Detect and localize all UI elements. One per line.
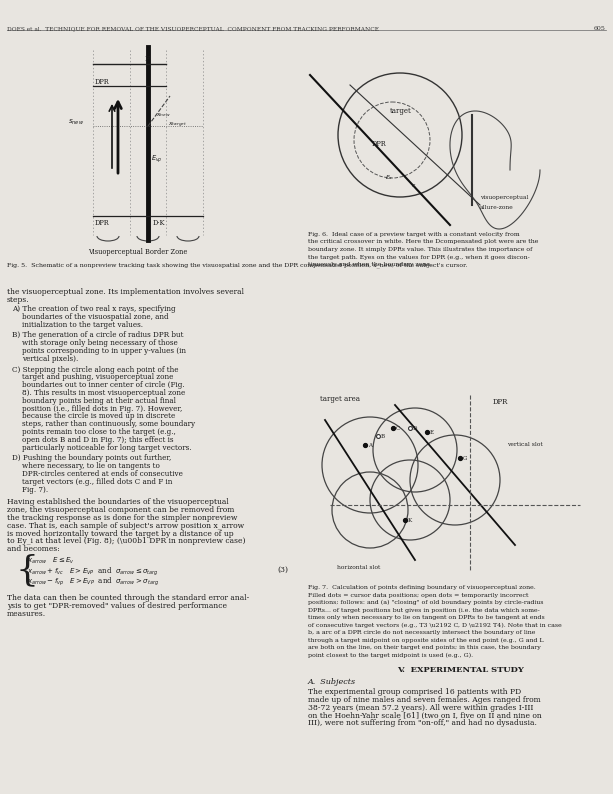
Text: A) The creation of two real x rays, specifying: A) The creation of two real x rays, spec…	[12, 305, 176, 313]
Text: DPR: DPR	[95, 219, 110, 227]
Text: (3): (3)	[277, 566, 288, 574]
Text: allure-zone: allure-zone	[480, 205, 514, 210]
Text: are both on the line, on their target end points; in this case, the boundary: are both on the line, on their target en…	[308, 645, 541, 650]
Text: target vectors (e.g., filled dots C and F in: target vectors (e.g., filled dots C and …	[22, 478, 172, 486]
Text: the critical crossover in white. Here the Dcompensated plot were are the: the critical crossover in white. Here th…	[308, 240, 538, 245]
Text: $x_{arrow} + f_{vc}$   $E > E_{VP}$  and  $\sigma_{arrow} \leq \sigma_{targ}$: $x_{arrow} + f_{vc}$ $E > E_{VP}$ and $\…	[27, 566, 159, 579]
Text: case. That is, each sample of subject's arrow position x_arrow: case. That is, each sample of subject's …	[7, 522, 244, 530]
Text: B: B	[381, 434, 385, 439]
Text: DOES et al.  TECHNIQUE FOR REMOVAL OF THE VISUOPERCEPTUAL  COMPONENT FROM TRACKI: DOES et al. TECHNIQUE FOR REMOVAL OF THE…	[7, 26, 379, 31]
Text: C: C	[396, 426, 400, 431]
Text: x: x	[412, 183, 416, 188]
Text: V.  EXPERIMENTAL STUDY: V. EXPERIMENTAL STUDY	[397, 666, 524, 674]
Text: target and pushing, visuoperceptual zone: target and pushing, visuoperceptual zone	[22, 373, 173, 381]
Text: A.  Subjects: A. Subjects	[308, 678, 356, 686]
Text: is moved horizontally toward the target by a distance of up: is moved horizontally toward the target …	[7, 530, 234, 538]
Text: tinuously and when the boundary zone.: tinuously and when the boundary zone.	[308, 262, 432, 267]
Text: $E_{vp}$: $E_{vp}$	[151, 154, 162, 165]
Text: B) The generation of a circle of radius DPR but: B) The generation of a circle of radius …	[12, 331, 183, 339]
Text: ysis to get "DPR-removed" values of desired performance: ysis to get "DPR-removed" values of desi…	[7, 602, 227, 610]
Text: point closest to the target midpoint is used (e.g., G).: point closest to the target midpoint is …	[308, 653, 473, 657]
Text: K: K	[408, 518, 413, 523]
Text: where necessary, to lie on tangents to: where necessary, to lie on tangents to	[22, 462, 160, 470]
Text: positions; follows: and (a) "closing" of old boundary points by circle-radius: positions; follows: and (a) "closing" of…	[308, 600, 544, 605]
Text: A: A	[368, 443, 372, 448]
Text: position (i.e., filled dots in Fig. 7). However,: position (i.e., filled dots in Fig. 7). …	[22, 405, 182, 413]
Text: points corresponding to in upper y-values (in: points corresponding to in upper y-value…	[22, 347, 186, 355]
Text: zone, the visuoperceptual component can be removed from: zone, the visuoperceptual component can …	[7, 507, 234, 515]
Text: The data can then be counted through the standard error anal-: The data can then be counted through the…	[7, 594, 249, 602]
Text: steps.: steps.	[7, 296, 29, 304]
Text: the visuoperceptual zone. Its implementation involves several: the visuoperceptual zone. Its implementa…	[7, 288, 244, 296]
Text: Having established the boundaries of the visuoperceptual: Having established the boundaries of the…	[7, 499, 229, 507]
Text: horizontal slot: horizontal slot	[337, 565, 381, 570]
Text: D: D	[413, 426, 417, 431]
Text: 8). This results in most visuoperceptual zone: 8). This results in most visuoperceptual…	[22, 389, 185, 397]
Text: $s_{new}$: $s_{new}$	[68, 118, 84, 127]
Text: made up of nine males and seven females. Ages ranged from: made up of nine males and seven females.…	[308, 696, 541, 703]
Text: D) Pushing the boundary points out further,: D) Pushing the boundary points out furth…	[12, 454, 171, 462]
Text: vertical pixels).: vertical pixels).	[22, 355, 78, 363]
Text: with storage only being necessary of those: with storage only being necessary of tho…	[22, 339, 178, 347]
Text: target: target	[390, 107, 412, 115]
Text: E: E	[430, 430, 434, 435]
Text: C) Stepping the circle along each point of the: C) Stepping the circle along each point …	[12, 365, 178, 374]
Text: The experimental group comprised 16 patients with PD: The experimental group comprised 16 pati…	[308, 688, 521, 696]
Text: steps, rather than continuously, some boundary: steps, rather than continuously, some bo…	[22, 420, 195, 428]
Text: DPR: DPR	[493, 398, 508, 406]
Text: open dots B and D in Fig. 7); this effect is: open dots B and D in Fig. 7); this effec…	[22, 436, 173, 444]
Text: III), were not suffering from "on-off," and had no dysadusia.: III), were not suffering from "on-off," …	[308, 719, 537, 727]
Text: through a target midpoint on opposite sides of the end point (e.g., G and L: through a target midpoint on opposite si…	[308, 638, 544, 643]
Text: boundary points being at their actual final: boundary points being at their actual fi…	[22, 397, 176, 405]
Text: b, a arc of a DPR circle do not necessarily intersect the boundary of line: b, a arc of a DPR circle do not necessar…	[308, 630, 535, 635]
Text: DPR: DPR	[95, 78, 110, 86]
Text: $x_{arrow} - f_{vp}$   $E > E_{VP}$  and  $\sigma_{arrow} > \sigma_{targ}$: $x_{arrow} - f_{vp}$ $E > E_{VP}$ and $\…	[27, 576, 159, 588]
Text: Visuoperceptual Border Zone: Visuoperceptual Border Zone	[88, 248, 188, 256]
Text: $x_{target}$: $x_{target}$	[168, 121, 188, 130]
Text: $E_x$: $E_x$	[385, 173, 394, 182]
Text: initialization to the target values.: initialization to the target values.	[22, 321, 143, 329]
Text: the target path. Eyes on the values for DPR (e.g., when it goes discon-: the target path. Eyes on the values for …	[308, 255, 530, 260]
Text: G: G	[463, 456, 467, 461]
Text: $x_{new}$: $x_{new}$	[156, 111, 171, 119]
Text: boundaries out to inner center of circle (Fig.: boundaries out to inner center of circle…	[22, 381, 185, 389]
Text: on the Hoehn-Yahr scale [61] (two on I, five on II and nine on: on the Hoehn-Yahr scale [61] (two on I, …	[308, 711, 542, 719]
Text: because the circle is moved up in discrete: because the circle is moved up in discre…	[22, 412, 175, 420]
Text: Fig. 6.  Ideal case of a preview target with a constant velocity from: Fig. 6. Ideal case of a preview target w…	[308, 232, 520, 237]
Text: F: F	[145, 55, 150, 63]
Text: DPR: DPR	[372, 140, 387, 148]
Text: 38-72 years (mean 57.2 years). All were within grades I-III: 38-72 years (mean 57.2 years). All were …	[308, 703, 533, 711]
Text: D·K: D·K	[153, 219, 166, 227]
Text: boundaries of the visuospatial zone, and: boundaries of the visuospatial zone, and	[22, 313, 169, 321]
Text: Fig. 5.  Schematic of a nonpreview tracking task showing the visuospatial zone a: Fig. 5. Schematic of a nonpreview tracki…	[7, 262, 467, 268]
Text: Fig. 7).: Fig. 7).	[22, 486, 48, 494]
Text: of consecutive target vectors (e.g., T3 \u2192 C, D \u2192 T4). Note that in cas: of consecutive target vectors (e.g., T3 …	[308, 622, 562, 628]
Text: points remain too close to the target (e.g.,: points remain too close to the target (e…	[22, 428, 176, 436]
Text: visuoperceptual: visuoperceptual	[480, 195, 528, 200]
Text: vertical slot: vertical slot	[507, 442, 543, 447]
Text: Fig. 7.  Calculation of points defining boundary of visuoperceptual zone.: Fig. 7. Calculation of points defining b…	[308, 585, 536, 590]
Text: and becomes:: and becomes:	[7, 545, 60, 553]
Text: measures.: measures.	[7, 610, 46, 618]
Text: times only when necessary to lie on tangent on DPRs to be tangent at ends: times only when necessary to lie on tang…	[308, 615, 545, 620]
Text: particularly noticeable for long target vectors.: particularly noticeable for long target …	[22, 444, 191, 452]
Text: target area: target area	[320, 395, 360, 403]
Text: 605: 605	[594, 26, 606, 31]
Text: DPRs... of target positions but gives in position (i.e. the data which some-: DPRs... of target positions but gives in…	[308, 607, 540, 613]
Text: the tracking response as is done for the simpler nonpreview: the tracking response as is done for the…	[7, 514, 237, 522]
Text: $x_{arrow}$   $E \leq E_v$: $x_{arrow}$ $E \leq E_v$	[27, 556, 75, 566]
Text: {: {	[15, 553, 38, 587]
Text: DPR-circles centered at ends of consecutive: DPR-circles centered at ends of consecut…	[22, 470, 183, 478]
Text: Filled dots = cursor data positions; open dots = temporarily incorrect: Filled dots = cursor data positions; ope…	[308, 592, 528, 598]
Text: boundary zone. It simply DPRs value. This illustrates the importance of: boundary zone. It simply DPRs value. Thi…	[308, 247, 532, 252]
Text: to Ey_i at that level (Fig. 8); (\u00b1 DPR in nonpreview case): to Ey_i at that level (Fig. 8); (\u00b1 …	[7, 538, 245, 545]
